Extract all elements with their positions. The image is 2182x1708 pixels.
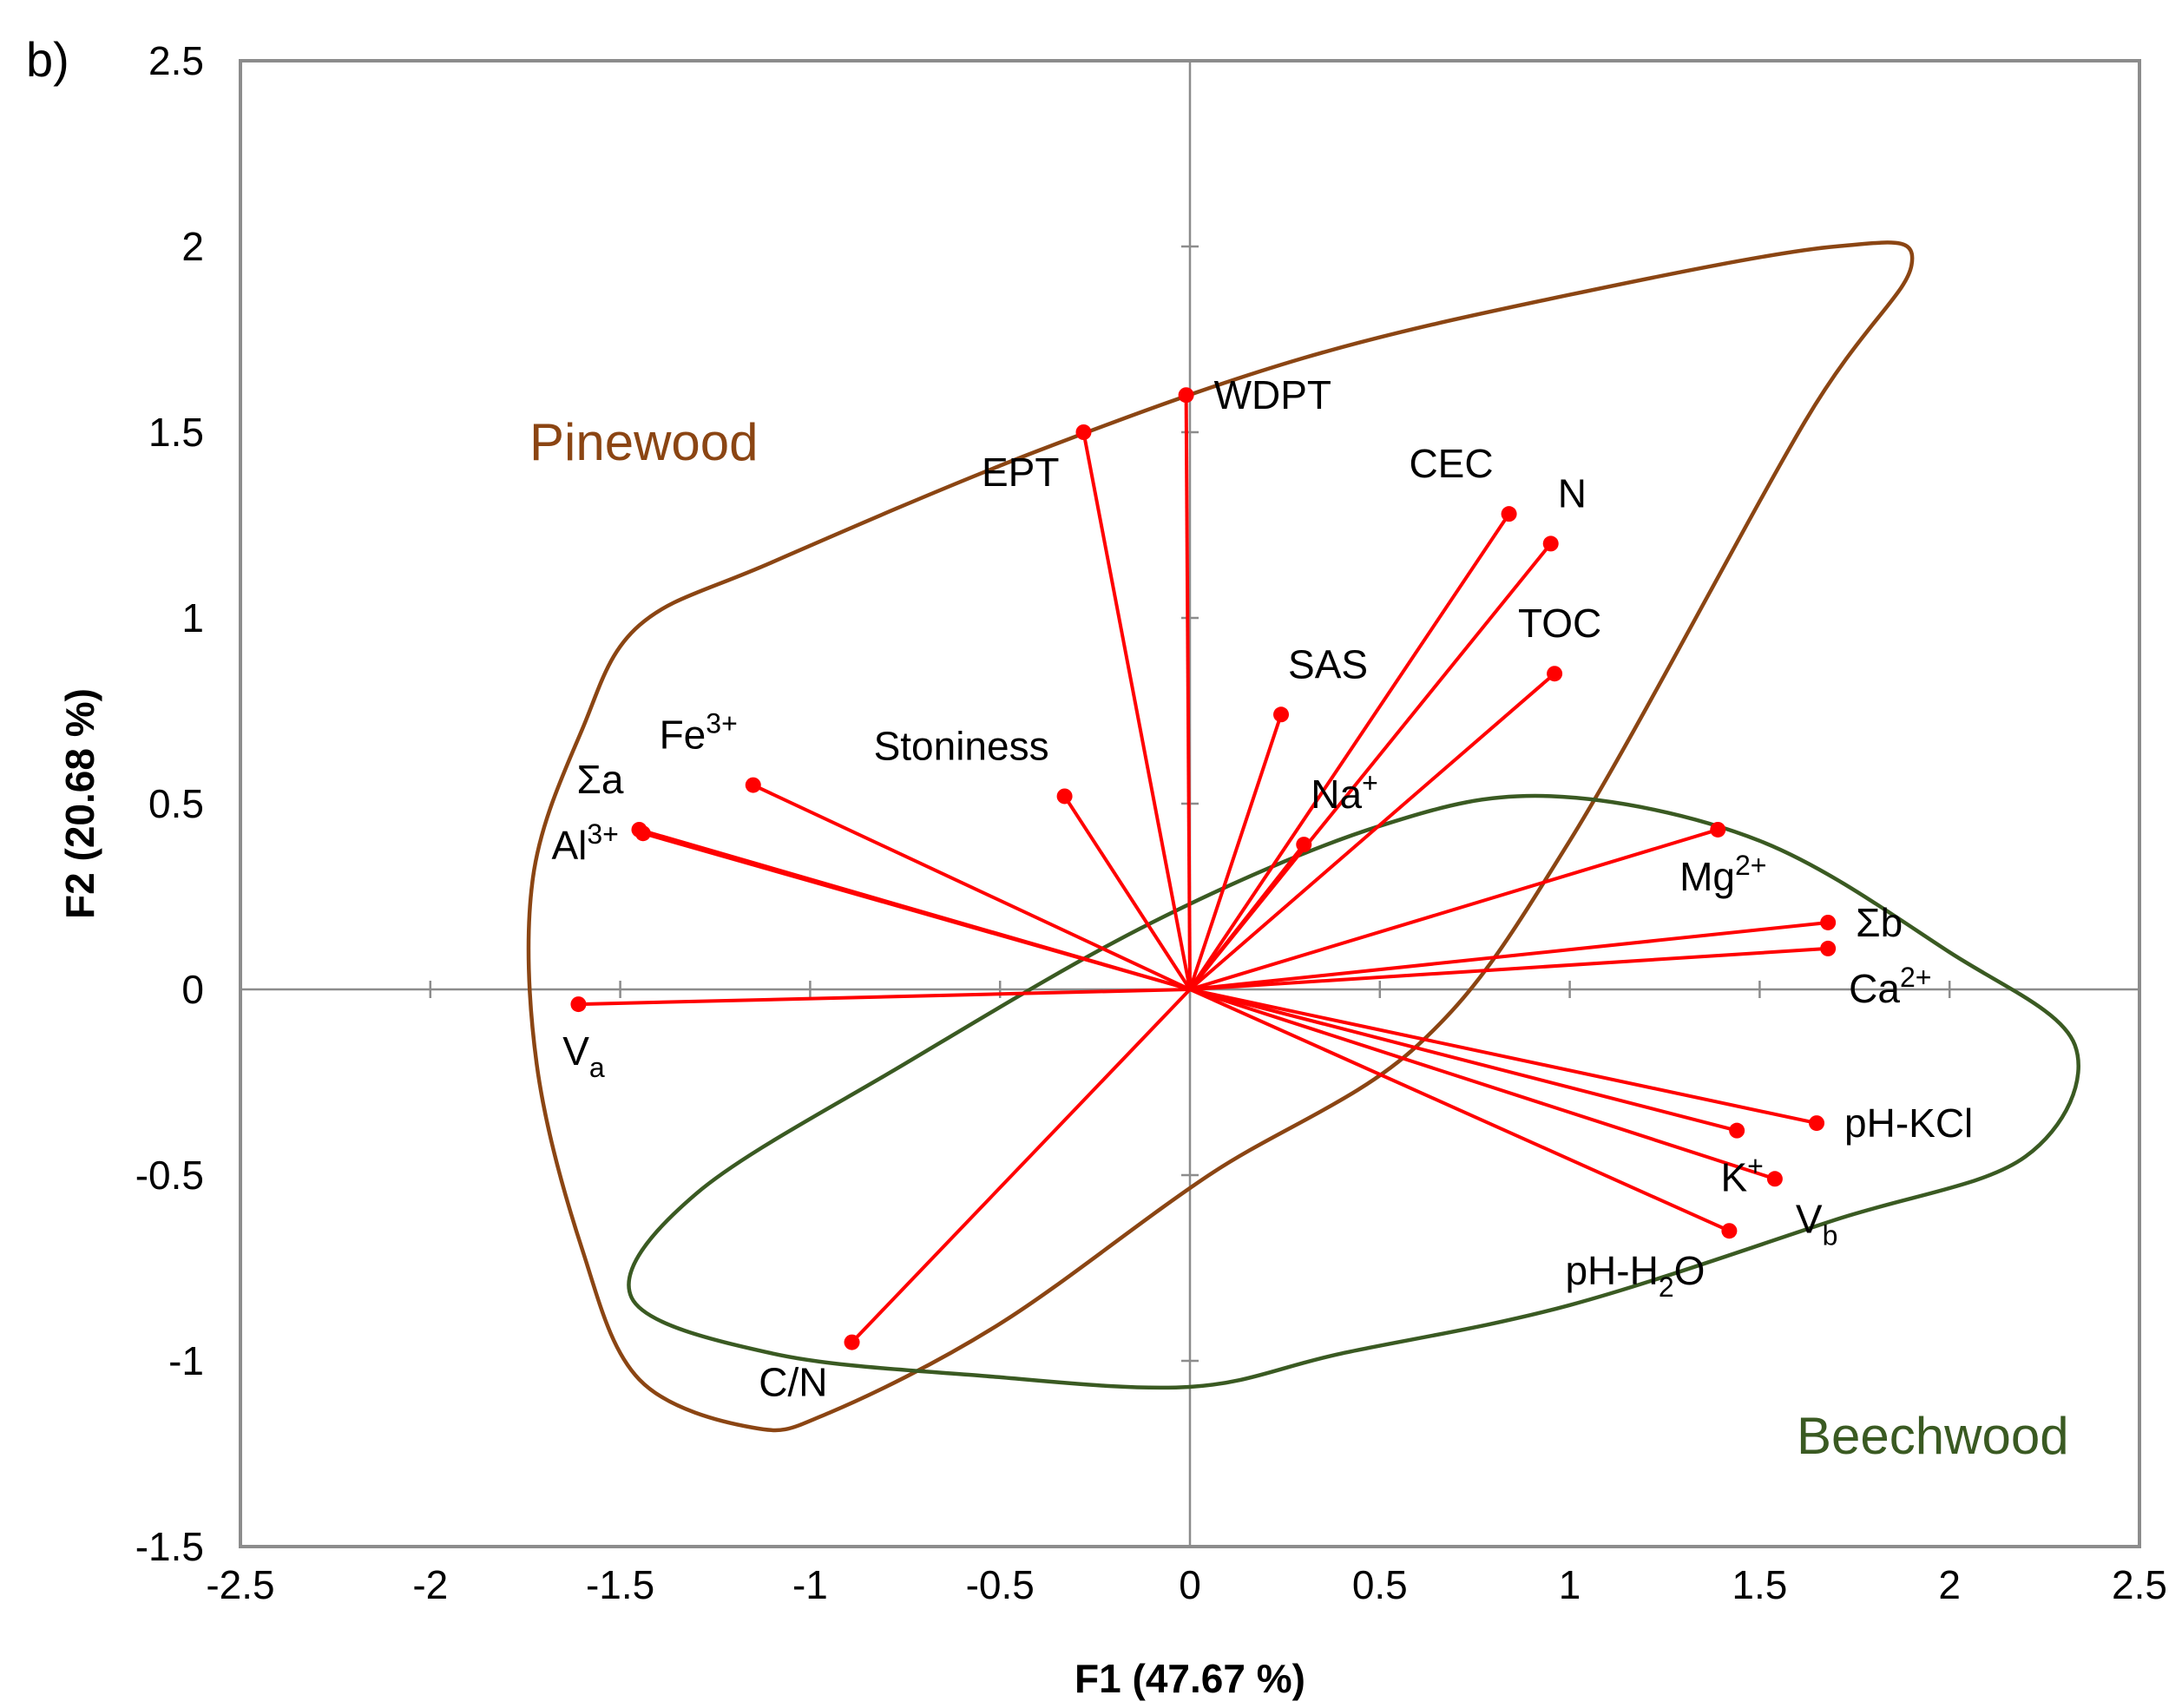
point-vb	[1766, 1171, 1783, 1187]
vector-sas	[1188, 713, 1283, 990]
label-ph-h2o: pH-H2O	[1565, 1248, 1705, 1303]
group-outlines	[526, 240, 2080, 1433]
label-ept: EPT	[982, 450, 1059, 495]
vector-vb	[1189, 988, 1776, 1181]
group-label-beechwood: Beechwood	[1797, 1407, 2069, 1465]
label-c-n: C/N	[759, 1360, 827, 1405]
vector-va	[578, 988, 1191, 1007]
point-c-n	[844, 1334, 860, 1350]
y-tick-label: 1	[181, 595, 204, 640]
variable-labels: WDPT EPT CEC N TOC SAS Na+ Stoniness Fe3+ Σa Al3+ V…	[551, 372, 1973, 1404]
x-tick-label: -1	[792, 1562, 828, 1607]
vector-ph-kcl	[1189, 988, 1817, 1126]
vector-toc	[1188, 672, 1556, 991]
y-tick-label: -1	[168, 1338, 204, 1383]
label-b: Σb	[1856, 900, 1903, 945]
point-al	[634, 825, 651, 842]
point-wdpt	[1178, 387, 1194, 404]
label-toc: TOC	[1518, 601, 1601, 646]
point-b	[1820, 914, 1837, 930]
x-tick-label: -0.5	[966, 1562, 1035, 1607]
label-n: N	[1558, 470, 1587, 516]
point-ph-h2o	[1721, 1223, 1738, 1239]
tick-labels: -2.5 -2 -1.5 -1 -0.5 0 0.5 1 1.5 2 2.5 -1.5 -1 -0.5 0 0…	[135, 38, 2167, 1607]
y-tick-label: -1.5	[135, 1524, 204, 1569]
x-tick-label: 0.5	[1352, 1562, 1408, 1607]
x-axis-title: F1 (47.67 %)	[1075, 1656, 1305, 1701]
group-label-pinewood: Pinewood	[529, 413, 759, 471]
y-tick-label: 2	[181, 224, 204, 269]
vector-mg	[1189, 828, 1719, 991]
point-n	[1542, 535, 1559, 552]
vector-ca	[1189, 946, 1829, 991]
vector-ph-h2o	[1189, 988, 1731, 1233]
x-tick-label: -2	[412, 1562, 448, 1607]
point-toc	[1547, 666, 1563, 682]
point-ca	[1820, 940, 1837, 956]
vector-na	[1188, 843, 1305, 991]
y-tick-label: 2.5	[148, 38, 204, 83]
point-stoniness	[1056, 788, 1073, 805]
vector-stoniness	[1062, 795, 1192, 991]
label-mg: Mg2+	[1679, 850, 1766, 899]
x-tick-label: 1.5	[1732, 1562, 1787, 1607]
y-axis-title: F2 (20.68 %)	[57, 688, 102, 919]
label-na: Na+	[1311, 767, 1378, 817]
vector-k	[1189, 988, 1738, 1133]
group-outline-pinewood	[526, 240, 1915, 1433]
label-al: Al3+	[551, 818, 618, 868]
y-tick-label: 0.5	[148, 781, 204, 826]
x-tick-label: 0	[1179, 1562, 1201, 1607]
panel-label: b)	[26, 32, 69, 87]
label-va: Va	[562, 1028, 605, 1083]
point-ept	[1075, 424, 1092, 440]
point-sas	[1273, 706, 1290, 723]
x-tick-label: -1.5	[586, 1562, 654, 1607]
y-tick-label: 0	[181, 967, 204, 1012]
vector-ept	[1081, 431, 1192, 990]
label-vb: Vb	[1796, 1196, 1837, 1251]
label-ph-kcl: pH-KCl	[1844, 1100, 1973, 1146]
point-na	[1296, 837, 1312, 853]
label-wdpt: WDPT	[1214, 372, 1331, 417]
label-fe: Fe3+	[660, 708, 738, 758]
point-cec	[1501, 506, 1517, 522]
group-outline-beechwood	[627, 793, 2080, 1390]
x-tick-label: 1	[1559, 1562, 1581, 1607]
loading-vectors	[570, 387, 1837, 1350]
point-va	[570, 996, 587, 1013]
point-mg	[1710, 821, 1726, 838]
label-a: Σa	[576, 757, 623, 802]
plot-frame	[239, 59, 2141, 1548]
point-k	[1729, 1122, 1745, 1139]
point-ph-kcl	[1809, 1115, 1825, 1132]
y-tick-label: 1.5	[148, 410, 204, 455]
vector-fe	[752, 783, 1191, 991]
label-sas: SAS	[1288, 641, 1368, 686]
label-ca: Ca2+	[1849, 962, 1931, 1011]
y-tick-label: -0.5	[135, 1153, 204, 1198]
x-tick-label: 2.5	[2112, 1562, 2167, 1607]
x-tick-label: -2.5	[206, 1562, 274, 1607]
vector-wdpt	[1184, 395, 1192, 990]
label-stoniness: Stoniness	[874, 723, 1049, 768]
label-cec: CEC	[1409, 441, 1493, 486]
vector-b	[1189, 920, 1829, 991]
point-fe	[745, 777, 761, 793]
x-tick-label: 2	[1938, 1562, 1961, 1607]
label-k: K+	[1720, 1151, 1763, 1200]
vector-cec	[1188, 513, 1511, 991]
vector-c-n	[851, 988, 1192, 1343]
vector-al	[642, 831, 1191, 991]
